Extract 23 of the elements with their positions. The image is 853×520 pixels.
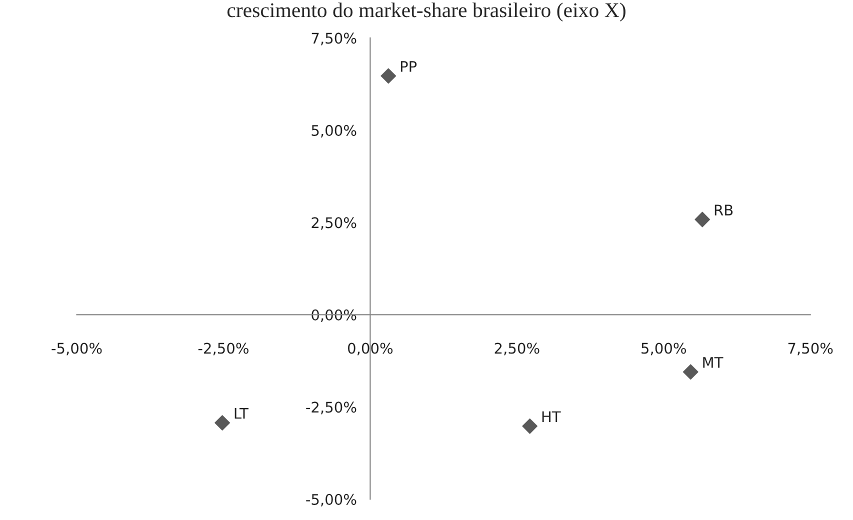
x-tick-label: 7,50% [788,342,833,356]
y-tick-label: 0,00% [312,309,356,322]
x-tick-label: -2,50% [198,342,248,356]
annotation: MT [703,357,724,368]
point [380,68,396,84]
y-tick-label: -5,00% [306,494,356,506]
x-tick-label: 5,00% [642,342,686,356]
y-tick-label: 5,00% [312,124,356,138]
annotation: RB [714,204,733,216]
y-tick-label: 7,50% [312,32,356,46]
y-tick-label: -2,50% [306,402,356,414]
x-tick-label: 2,50% [494,342,540,356]
annotation: PP [400,61,417,72]
x-tick-label: -5,00% [52,342,102,356]
point [682,364,698,380]
annotation: HT [542,411,561,422]
y-tick-label: 2,50% [312,217,356,230]
annotation: LT [234,408,248,419]
chart-title: crescimento do market-share brasileiro (eixo X) [227,2,626,22]
point [522,418,538,434]
x-tick-label: 0,00% [348,342,393,356]
point [214,415,230,431]
point [694,212,710,228]
